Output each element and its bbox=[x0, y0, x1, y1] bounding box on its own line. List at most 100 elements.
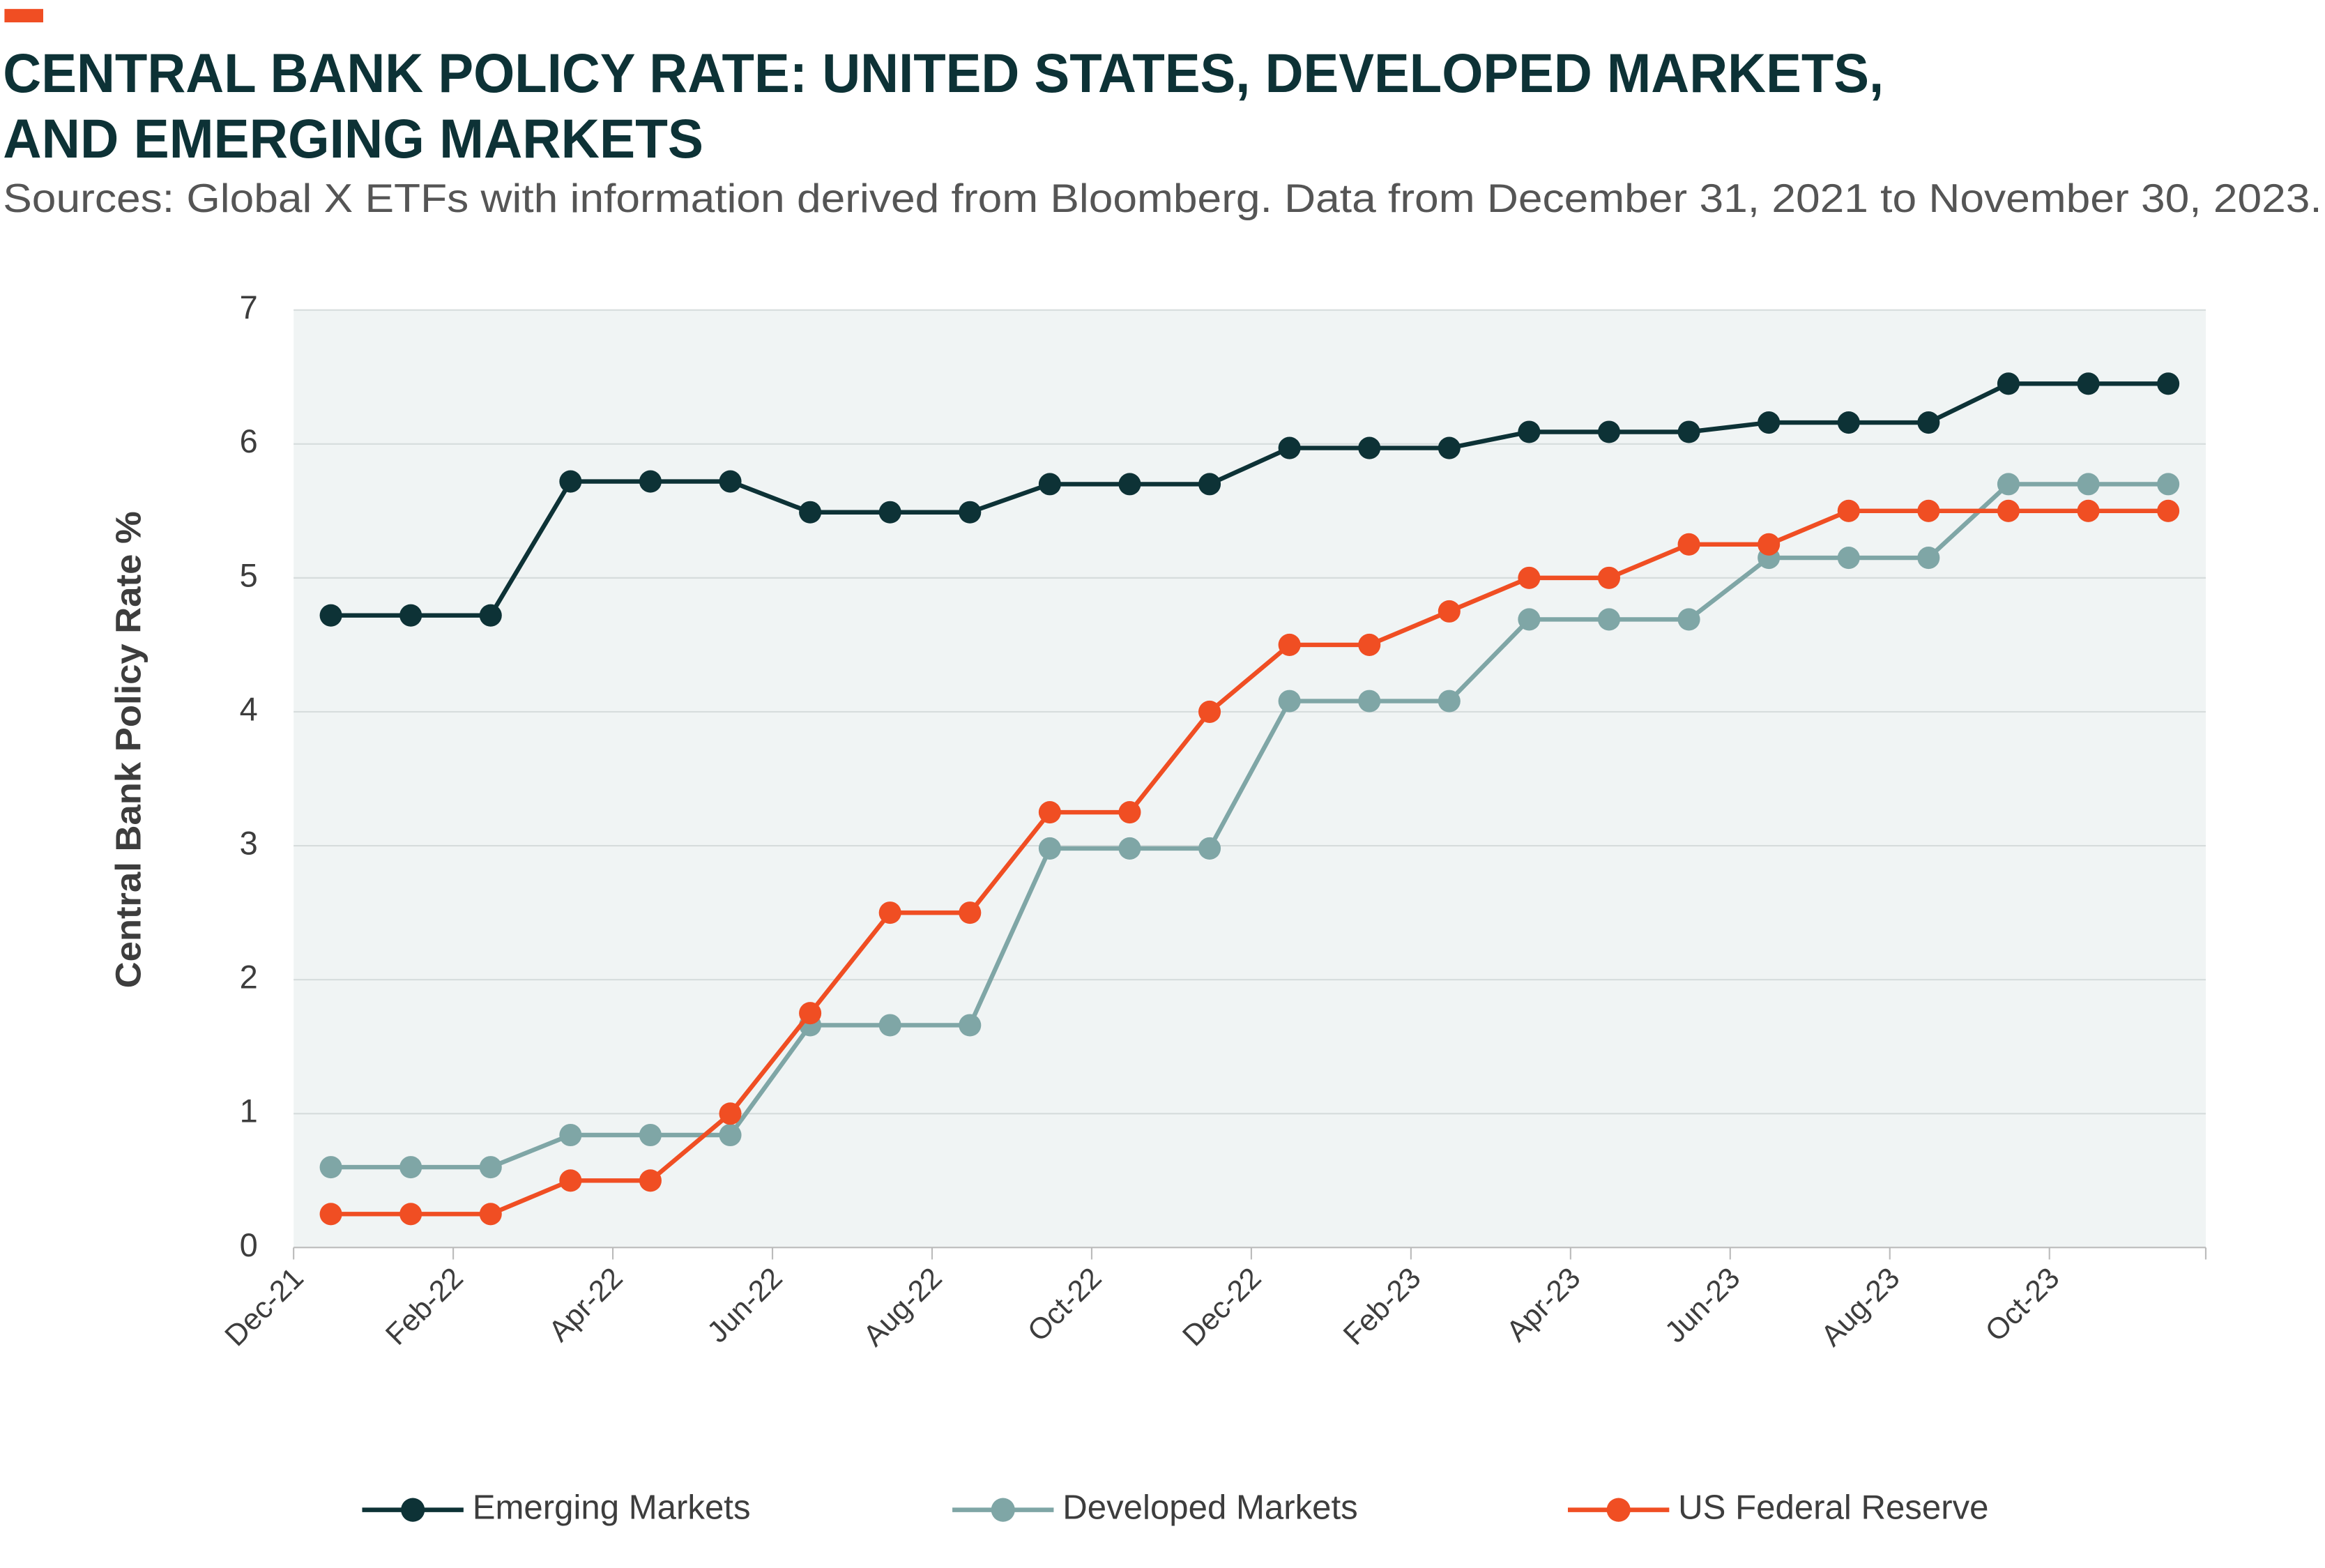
chart-subtitle: Sources: Global X ETFs with information … bbox=[3, 176, 2322, 221]
data-point bbox=[959, 901, 982, 924]
data-point bbox=[559, 1123, 582, 1147]
data-point bbox=[1198, 700, 1221, 724]
series-line bbox=[330, 482, 2169, 1170]
data-point bbox=[1438, 600, 1461, 623]
data-point bbox=[319, 604, 342, 627]
x-tick-label: Oct-22 bbox=[1021, 1261, 1108, 1348]
data-point bbox=[1198, 837, 1221, 860]
data-point bbox=[399, 604, 422, 627]
legend-swatch bbox=[1606, 1498, 1631, 1522]
data-point bbox=[2157, 372, 2180, 395]
data-point bbox=[1997, 473, 2020, 496]
y-tick-label: 0 bbox=[240, 1226, 258, 1263]
data-point bbox=[1358, 633, 1381, 656]
data-point bbox=[799, 501, 822, 524]
x-tick-label: Feb-22 bbox=[379, 1261, 470, 1352]
data-point bbox=[1358, 690, 1381, 713]
x-tick-label: Oct-23 bbox=[1979, 1261, 2066, 1348]
data-point bbox=[1677, 608, 1700, 631]
data-point bbox=[719, 470, 742, 493]
data-point bbox=[479, 1156, 502, 1179]
data-point bbox=[1758, 411, 1781, 434]
data-point bbox=[1917, 547, 1940, 570]
y-tick-label: 6 bbox=[240, 423, 258, 459]
data-point bbox=[1278, 690, 1301, 713]
data-point bbox=[1278, 633, 1301, 656]
x-tick-label: Dec-21 bbox=[218, 1261, 310, 1353]
x-tick-label: Feb-23 bbox=[1337, 1261, 1428, 1352]
x-tick-label: Jun-23 bbox=[1659, 1261, 1746, 1349]
data-point bbox=[1917, 411, 1940, 434]
data-point bbox=[639, 1123, 662, 1147]
data-point bbox=[1597, 420, 1621, 443]
data-point bbox=[1438, 436, 1461, 459]
data-point bbox=[319, 1203, 342, 1226]
y-tick-label: 3 bbox=[240, 824, 258, 861]
data-point bbox=[2077, 473, 2100, 496]
data-point bbox=[878, 901, 901, 924]
data-point bbox=[878, 1014, 901, 1037]
data-point bbox=[319, 1156, 342, 1179]
data-point bbox=[1198, 473, 1221, 496]
x-tick-label: Aug-22 bbox=[857, 1261, 948, 1353]
data-point bbox=[878, 501, 901, 524]
legend-swatch bbox=[401, 1498, 425, 1522]
data-point bbox=[1597, 566, 1621, 589]
data-point bbox=[1677, 420, 1700, 443]
data-point bbox=[559, 470, 582, 493]
y-tick-label: 2 bbox=[240, 959, 258, 996]
y-axis-label: Central Bank Policy Rate % bbox=[109, 511, 148, 988]
y-tick-label: 7 bbox=[240, 289, 258, 326]
data-point bbox=[799, 1002, 822, 1025]
data-point bbox=[2157, 499, 2180, 522]
legend-swatch bbox=[991, 1498, 1015, 1522]
data-point bbox=[1038, 837, 1061, 860]
data-point bbox=[1837, 547, 1860, 570]
data-point bbox=[1518, 608, 1541, 631]
y-tick-label: 5 bbox=[240, 556, 258, 593]
data-point bbox=[399, 1203, 422, 1226]
data-point bbox=[1677, 533, 1700, 556]
data-point bbox=[1837, 499, 1860, 522]
data-point bbox=[2077, 499, 2100, 522]
data-point bbox=[639, 1169, 662, 1192]
x-tick-label: Dec-22 bbox=[1176, 1261, 1267, 1353]
data-point bbox=[719, 1102, 742, 1125]
data-point bbox=[1358, 436, 1381, 459]
data-point bbox=[1038, 473, 1061, 496]
legend-label: US Federal Reserve bbox=[1678, 1489, 1988, 1527]
data-point bbox=[639, 470, 662, 493]
data-point bbox=[1758, 533, 1781, 556]
data-point bbox=[559, 1169, 582, 1192]
data-point bbox=[1997, 372, 2020, 395]
data-point bbox=[1118, 801, 1141, 824]
x-tick-label: Apr-22 bbox=[542, 1261, 630, 1348]
x-tick-label: Aug-23 bbox=[1815, 1261, 1906, 1353]
data-point bbox=[399, 1156, 422, 1179]
data-point bbox=[1118, 837, 1141, 860]
x-tick-label: Jun-22 bbox=[701, 1261, 788, 1349]
data-point bbox=[479, 604, 502, 627]
series-line bbox=[330, 508, 2169, 1217]
legend-label: Emerging Markets bbox=[473, 1489, 751, 1527]
data-point bbox=[1917, 499, 1940, 522]
data-point bbox=[1997, 499, 2020, 522]
data-point bbox=[1118, 473, 1141, 496]
data-point bbox=[479, 1203, 502, 1226]
data-point bbox=[1518, 420, 1541, 443]
data-point bbox=[959, 1014, 982, 1037]
y-tick-label: 4 bbox=[240, 690, 258, 727]
data-point bbox=[1837, 411, 1860, 434]
data-point bbox=[1038, 801, 1061, 824]
data-point bbox=[1597, 608, 1621, 631]
series-line bbox=[330, 381, 2169, 618]
data-point bbox=[959, 501, 982, 524]
data-point bbox=[2077, 372, 2100, 395]
data-point bbox=[1438, 690, 1461, 713]
x-tick-label: Apr-23 bbox=[1500, 1261, 1587, 1348]
data-point bbox=[2157, 473, 2180, 496]
data-point bbox=[1518, 566, 1541, 589]
chart-title: AND EMERGING MARKETS bbox=[3, 107, 703, 169]
accent-bar bbox=[4, 8, 43, 23]
y-tick-label: 1 bbox=[240, 1093, 258, 1129]
